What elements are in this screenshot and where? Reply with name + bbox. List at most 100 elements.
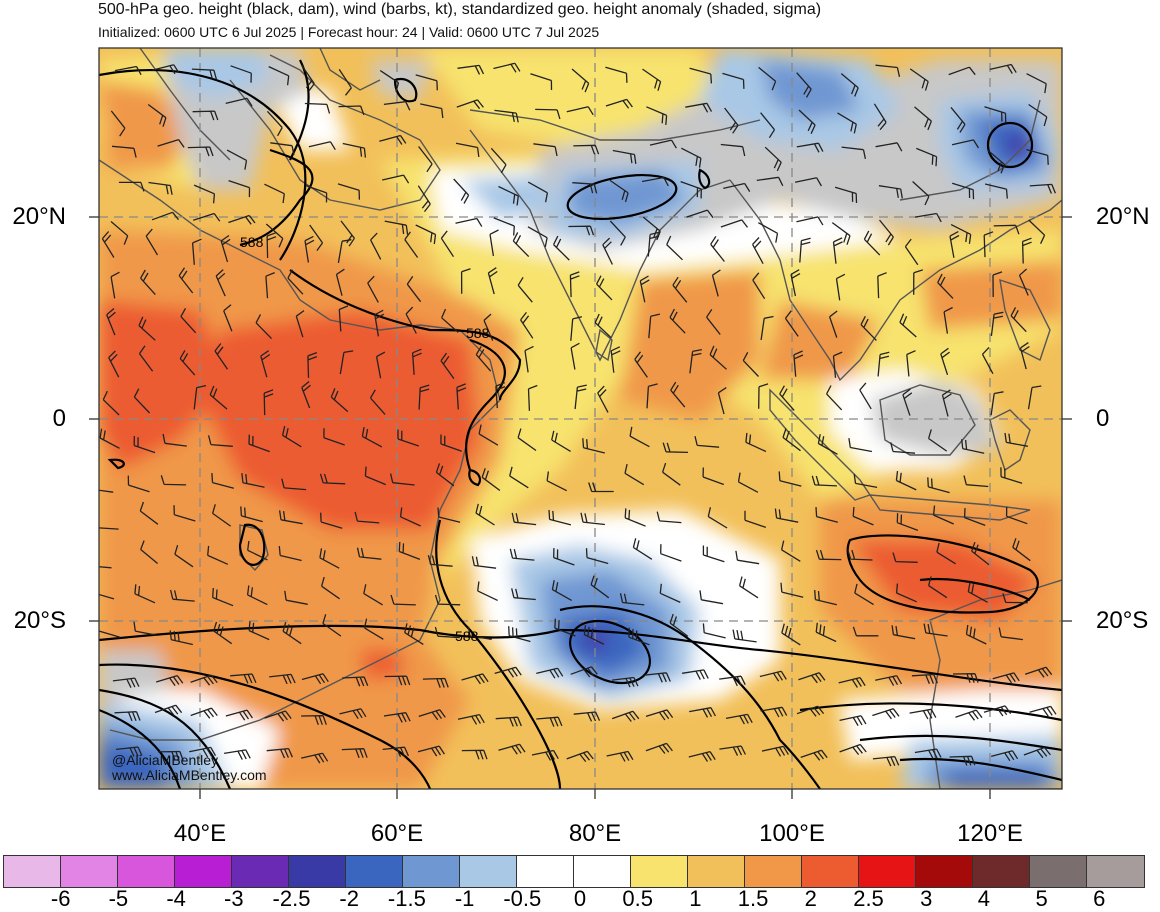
wind-barb: [752, 237, 764, 265]
colorbar-swatch: [403, 856, 460, 887]
wind-barb: [475, 503, 495, 526]
wind-barb: [605, 66, 628, 83]
wind-barb: [138, 316, 156, 341]
wind-barb: [832, 351, 843, 378]
wind-barb: [1028, 219, 1046, 244]
wind-barb: [169, 589, 195, 602]
wind-barb: [796, 705, 825, 717]
wind-barb: [509, 548, 535, 561]
wind-barb: [383, 101, 411, 111]
wind-barb: [911, 673, 939, 685]
wind-barb: [460, 268, 471, 294]
wind-barb: [941, 389, 952, 417]
wind-barb: [632, 538, 653, 560]
wind-barb: [490, 147, 507, 174]
wind-barb: [374, 309, 385, 337]
wind-barb: [338, 105, 365, 116]
wind-barb: [527, 384, 538, 411]
wind-barb: [943, 306, 953, 334]
wind-barb: [927, 576, 948, 599]
wind-barb: [361, 426, 383, 448]
wind-barb: [139, 501, 159, 525]
wind-barb: [99, 489, 114, 493]
wind-barb: [875, 64, 901, 77]
wind-barb: [192, 110, 219, 121]
colorbar-swatch: [745, 856, 802, 887]
wind-barb: [992, 672, 1020, 684]
wind-barb: [138, 345, 154, 372]
wind-barb: [647, 231, 660, 257]
wind-barb: [338, 305, 349, 332]
wind-barb: [937, 273, 954, 299]
wind-barb: [644, 672, 671, 683]
lon-label-100e: 100°E: [759, 820, 825, 847]
colorbar-tick-label: 2: [804, 886, 817, 911]
wind-barb: [305, 184, 328, 203]
wind-barb: [309, 224, 324, 251]
wind-barb: [1021, 237, 1032, 264]
wind-barb: [527, 181, 549, 203]
wind-barb: [551, 430, 571, 452]
wind-barb: [760, 315, 774, 341]
wind-barb: [240, 506, 263, 523]
wind-barb: [841, 146, 867, 160]
wind-barb: [629, 426, 650, 448]
wind-barb: [304, 102, 331, 114]
wind-barb: [511, 512, 537, 526]
wind-barb: [784, 310, 799, 337]
wind-barb: [645, 709, 674, 721]
wind-barb: [815, 549, 842, 561]
wind-barb: [660, 544, 682, 562]
wind-barb: [551, 580, 572, 601]
wind-barb: [774, 508, 799, 523]
wind-barb: [782, 428, 801, 452]
colorbar-swatch: [289, 856, 346, 887]
wind-barb: [569, 271, 580, 298]
wind-barb: [494, 109, 519, 123]
wind-barb: [872, 708, 900, 720]
wind-barb: [384, 220, 409, 235]
wind-barb: [756, 176, 784, 187]
wind-barb: [110, 221, 129, 245]
wind-barb: [369, 389, 386, 415]
wind-barb: [817, 434, 838, 455]
wind-barb: [597, 385, 609, 413]
wind-barb: [998, 627, 1023, 641]
wind-barb: [710, 236, 725, 262]
wind-barb: [471, 556, 497, 569]
wind-barb: [457, 64, 485, 75]
wind-barb: [906, 350, 916, 377]
wind-barb: [215, 269, 226, 297]
wind-barb: [536, 667, 564, 679]
wind-barb: [624, 463, 645, 486]
wind-barb: [914, 106, 933, 131]
wind-barb: [517, 276, 533, 303]
colorbar-tick-label: 3: [920, 886, 933, 911]
wind-barb: [725, 713, 753, 725]
wind-barb: [863, 230, 881, 256]
figure-subtitle: Initialized: 0600 UTC 6 Jul 2025 | Forec…: [98, 24, 600, 40]
wind-barb: [264, 183, 285, 204]
wind-barb: [156, 674, 184, 686]
wind-barb: [527, 226, 548, 248]
wind-barb: [847, 549, 873, 561]
wind-barb: [339, 350, 354, 375]
wind-barb: [114, 65, 142, 76]
wind-barb: [383, 712, 411, 723]
wind-barb: [1018, 268, 1029, 296]
wind-barb: [815, 622, 837, 643]
wind-barb: [278, 546, 302, 562]
wind-barb: [415, 74, 438, 91]
wind-barb: [99, 593, 115, 600]
wind-barb: [152, 64, 180, 75]
wind-barb: [742, 351, 759, 377]
wind-barb: [670, 381, 686, 408]
wind-barb: [799, 237, 811, 263]
wind-barb: [720, 219, 749, 228]
wind-barb: [582, 438, 605, 454]
wind-barb: [596, 275, 613, 301]
wind-barb: [511, 588, 536, 601]
wind-barb: [899, 313, 917, 338]
wind-barb: [689, 348, 703, 374]
wind-barb: [699, 590, 724, 605]
